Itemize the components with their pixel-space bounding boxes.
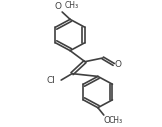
Text: O: O: [104, 116, 111, 125]
Text: CH₃: CH₃: [109, 116, 123, 125]
Text: CH₃: CH₃: [64, 1, 78, 10]
Text: O: O: [54, 2, 61, 11]
Text: Cl: Cl: [46, 76, 55, 85]
Text: O: O: [115, 60, 122, 69]
